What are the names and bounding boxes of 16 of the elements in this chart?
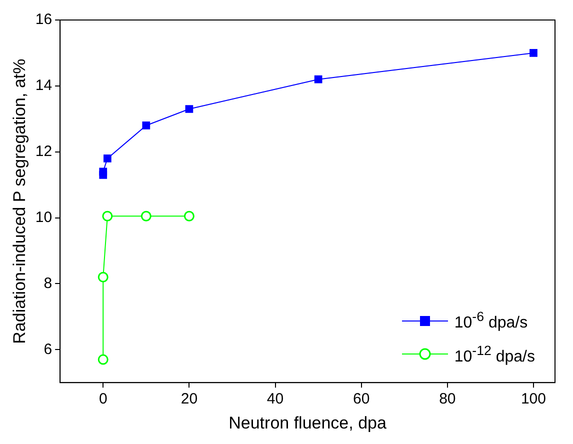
legend-label: 10$^{-12}$ dpa/s	[454, 342, 535, 366]
y-axis-title: Radiation-induced P segregation, at%	[10, 58, 29, 344]
x-tick-label: 40	[266, 390, 284, 408]
x-tick-label: 60	[352, 390, 370, 408]
x-tick-label: 100	[520, 390, 546, 408]
x-tick-label: 20	[180, 390, 198, 408]
x-tick-label: 80	[439, 390, 456, 408]
x-axis-title: Neutron fluence, dpa	[228, 413, 387, 432]
y-tick-label: 16	[35, 11, 52, 28]
x-tick-label: 0	[98, 390, 108, 408]
y-tick-label: 12	[35, 142, 52, 160]
y-tick-label: 6	[44, 340, 52, 358]
y-tick-label: 10	[35, 208, 52, 226]
y-tick-label: 14	[35, 77, 52, 94]
y-tick-label: 8	[44, 274, 52, 292]
legend-label: 10$^{-6}$ dpa/s	[454, 309, 528, 333]
